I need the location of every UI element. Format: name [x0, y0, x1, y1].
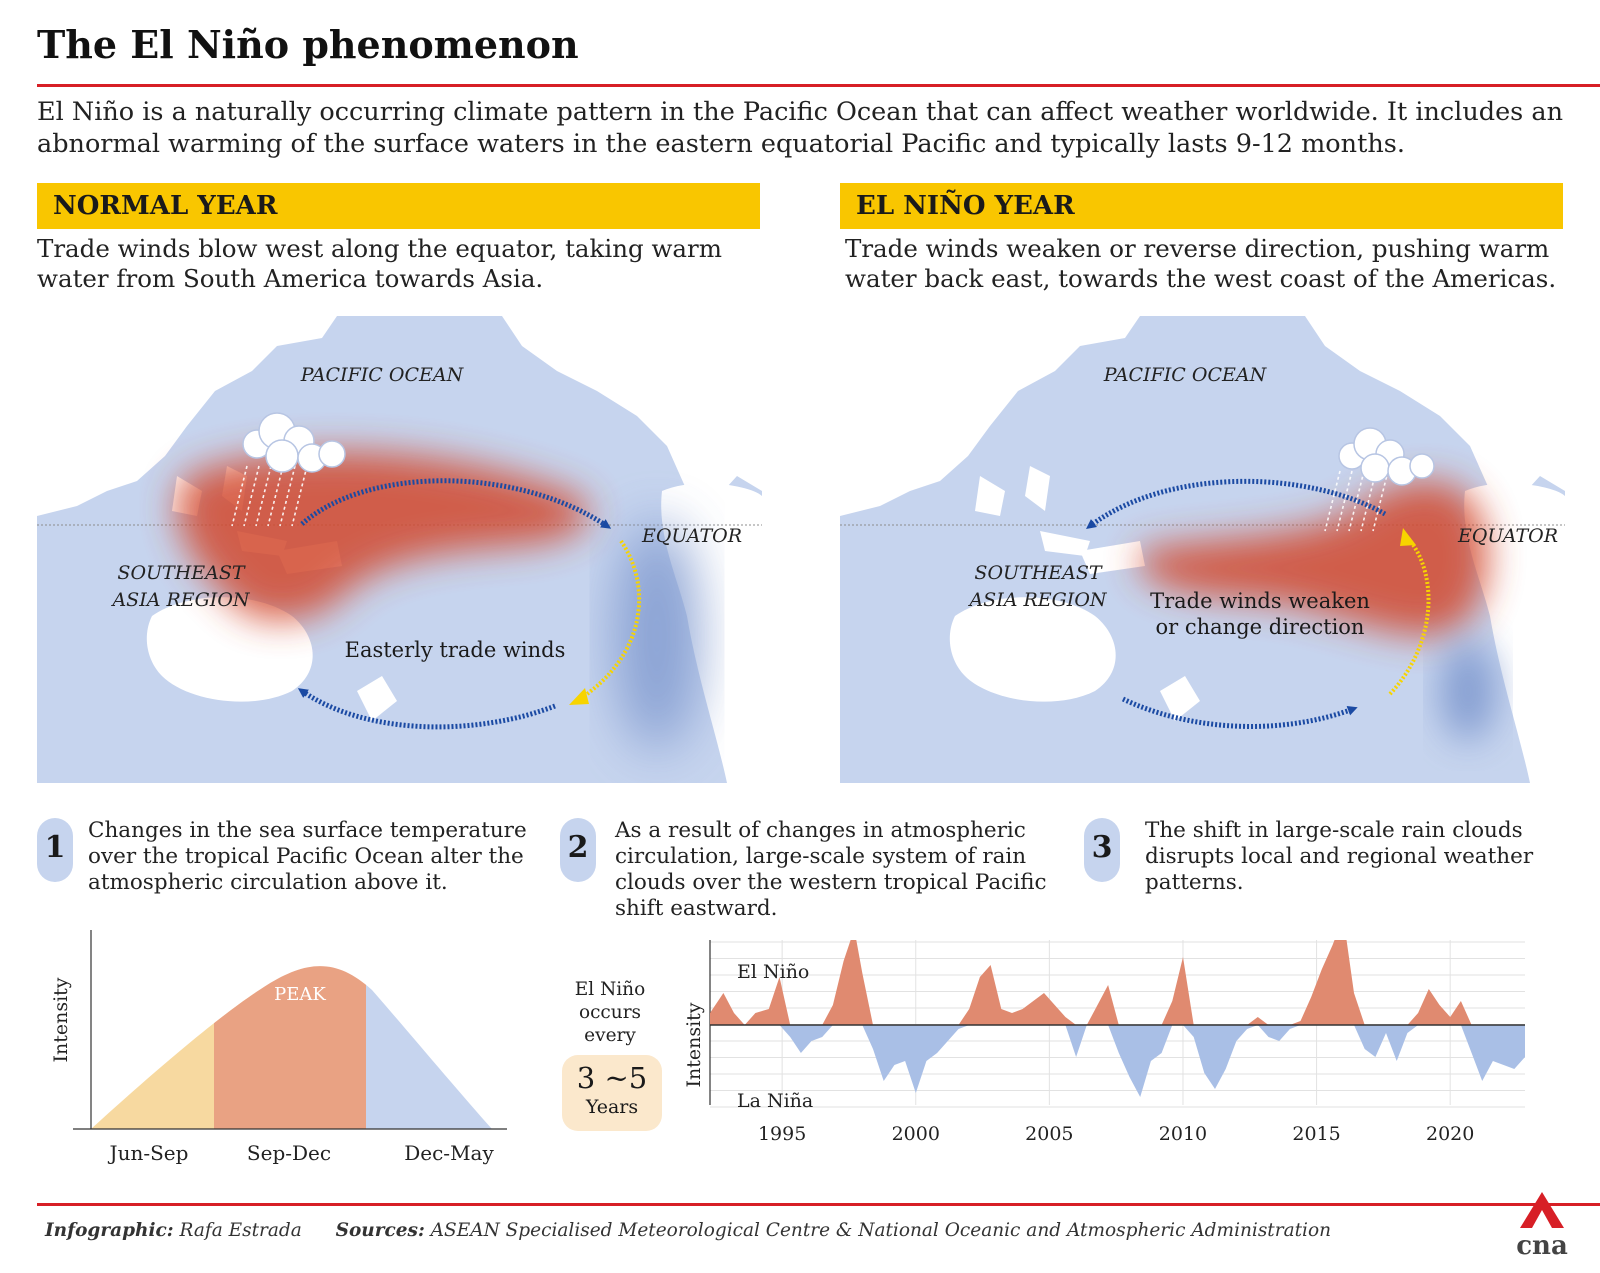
equator-label: EQUATOR [641, 525, 742, 547]
title-divider [37, 84, 1600, 87]
warm-water-pool [1139, 481, 1488, 636]
rain-streaks [1324, 470, 1389, 532]
phase-sep-dec-area [214, 966, 366, 1130]
el-nino-year-description: Trade winds weaken or reverse direction,… [845, 234, 1557, 293]
step-3-number: 3 [1091, 830, 1113, 865]
credit-name: Rafa Estrada [179, 1220, 302, 1241]
chart-ylabel: Intensity [683, 1002, 705, 1087]
cna-logo-mark [1520, 1192, 1564, 1228]
el-nino-year-heading: EL NIÑO YEAR [856, 191, 1075, 221]
upwelling-arrowhead [569, 688, 589, 705]
x-tick-label: 2020 [1426, 1123, 1474, 1145]
intro-text: El Niño is a naturally occurring climate… [37, 97, 1563, 159]
step-3-badge: 3 [1084, 818, 1120, 882]
equator-label: EQUATOR [1457, 525, 1558, 547]
occurrence-line-3: every [584, 1025, 636, 1046]
phase-label-dec-may: Dec-May [404, 1141, 494, 1165]
region-label-line2: ASIA REGION [110, 589, 250, 611]
phase-label-sep-dec: Sep-Dec [247, 1141, 331, 1165]
upwelling-arrow [1388, 536, 1431, 696]
trade-winds-label-line2: or change direction [1156, 615, 1365, 639]
x-tick-label: 2000 [892, 1123, 940, 1145]
region-label-line1: SOUTHEAST [117, 562, 245, 584]
trade-winds-label: Easterly trade winds [345, 638, 566, 662]
trade-wind-arrow-upper [1085, 478, 1387, 529]
normal-year-heading: NORMAL YEAR [53, 191, 278, 221]
trade-wind-arrow-upper [300, 478, 612, 529]
la-nina-axis-label: La Niña [737, 1090, 813, 1112]
cool-water-pool [615, 521, 699, 751]
occurrence-value-box: 3 ~5 Years [562, 1055, 662, 1131]
upwelling-arrowhead [1400, 528, 1416, 546]
land-masses [840, 316, 1565, 783]
occurrence-line-2: occurs [578, 1002, 642, 1023]
step-1-text: Changes in the sea surface temperature o… [88, 818, 527, 895]
intensity-ylabel: Intensity [50, 977, 72, 1062]
x-tick-label: 2010 [1159, 1123, 1207, 1145]
normal-year-description: Trade winds blow west along the equator,… [37, 234, 722, 293]
page-title: The El Niño phenomenon [37, 22, 579, 67]
el-nino-area-series [710, 917, 1525, 1025]
x-tick-label: 1995 [758, 1123, 806, 1145]
step-2-text: As a result of changes in atmospheric ci… [615, 818, 1047, 921]
trade-wind-arrow-lower [1121, 696, 1358, 729]
el-nino-year-map: PACIFIC OCEAN EQUATOR SOUTHEAST ASIA REG… [840, 316, 1565, 783]
region-label-line1: SOUTHEAST [974, 562, 1102, 584]
occurrence-value: 3 ~5 [576, 1061, 648, 1095]
region-label-line2: ASIA REGION [967, 589, 1107, 611]
credit-label: Infographic: [45, 1220, 174, 1241]
cna-logo: cna [1512, 1190, 1572, 1261]
pacific-ocean-label: PACIFIC OCEAN [300, 364, 465, 386]
sources-label: Sources: [335, 1220, 425, 1241]
footer-credits: Infographic: Rafa Estrada Sources: ASEAN… [45, 1220, 1331, 1241]
upwelling-arrow [575, 539, 642, 703]
occurrence-unit: Years [585, 1096, 639, 1118]
rain-cloud-icon [242, 412, 346, 473]
rain-streaks [231, 465, 308, 527]
rain-cloud-icon [1338, 427, 1435, 486]
x-tick-label: 2005 [1025, 1123, 1073, 1145]
step-1-badge: 1 [37, 818, 73, 882]
phase-label-jun-sep: Jun-Sep [108, 1141, 189, 1165]
phase-dec-may-area [366, 966, 492, 1130]
normal-year-map: PACIFIC OCEAN EQUATOR SOUTHEAST ASIA REG… [37, 316, 762, 783]
peak-label: PEAK [274, 984, 326, 1005]
trade-winds-label-line1: Trade winds weaken [1150, 589, 1370, 613]
trade-wind-arrow-lower [297, 688, 556, 730]
sources-text: ASEAN Specialised Meteorological Centre … [430, 1220, 1332, 1241]
occurrence-caption: El Niño occurs every [560, 978, 660, 1047]
step-2-number: 2 [567, 830, 589, 865]
la-nina-area-series [710, 1025, 1525, 1097]
footer-divider [37, 1203, 1600, 1206]
cna-logo-text: cna [1516, 1231, 1568, 1260]
el-nino-year-banner: EL NIÑO YEAR [840, 183, 1563, 229]
enso-timeseries-chart: 1995 2000 2005 2010 2015 2020 Intensity El Ni… [680, 917, 1560, 1165]
normal-year-banner: NORMAL YEAR [37, 183, 760, 229]
el-nino-axis-label: El Niño [737, 961, 809, 983]
intensity-phase-diagram: Intensity PEAK Jun-Sep Sep-Dec Dec-May [37, 920, 527, 1180]
step-2-badge: 2 [560, 818, 596, 882]
x-tick-label: 2015 [1292, 1123, 1340, 1145]
step-1-number: 1 [44, 830, 66, 865]
step-3-text: The shift in large-scale rain clouds dis… [1145, 818, 1534, 895]
occurrence-line-1: El Niño [574, 979, 646, 1000]
pacific-ocean-label: PACIFIC OCEAN [1103, 364, 1268, 386]
warm-water-pool [176, 451, 590, 621]
cool-water-pool [1440, 641, 1496, 741]
